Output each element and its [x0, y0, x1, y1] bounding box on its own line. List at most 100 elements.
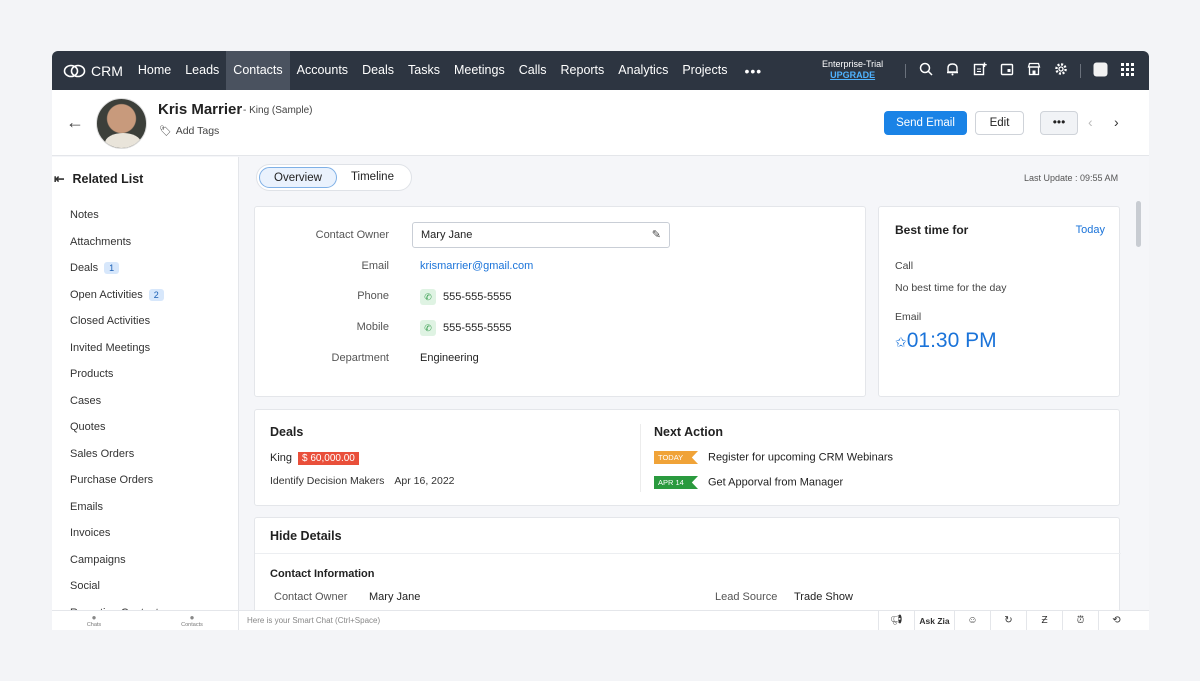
related-list-item-invited-meetings[interactable]: Invited Meetings — [70, 335, 164, 362]
next-action-item[interactable]: TODAY Register for upcoming CRM Webinars — [654, 451, 893, 464]
related-list-item-attachments[interactable]: Attachments — [70, 229, 164, 256]
add-note-icon[interactable] — [966, 62, 993, 79]
deal-row[interactable]: King $ 60,000.00 — [270, 452, 359, 465]
collapse-icon[interactable]: ⇤ — [54, 172, 65, 186]
related-list-item-social[interactable]: Social — [70, 573, 164, 600]
gear-icon[interactable] — [1047, 62, 1074, 79]
best-time-today-link[interactable]: Today — [1075, 224, 1105, 236]
related-list-item-emails[interactable]: Emails — [70, 494, 164, 521]
related-list-item-sales-orders[interactable]: Sales Orders — [70, 441, 164, 468]
smart-chat-input[interactable]: Here is your Smart Chat (Ctrl+Space) — [247, 616, 381, 625]
contact-owner-field[interactable]: Mary Jane ✎ — [412, 222, 670, 248]
nav-more-icon[interactable]: ••• — [744, 62, 763, 79]
today-tag: TODAY — [654, 451, 698, 464]
related-list-item-quotes[interactable]: Quotes — [70, 414, 164, 441]
megaphone-icon[interactable]: 📢︎ — [878, 611, 914, 630]
refresh-icon[interactable]: ↻ — [990, 611, 1026, 630]
related-list-item-invoices[interactable]: Invoices — [70, 520, 164, 547]
nav-projects[interactable]: Projects — [682, 63, 728, 77]
hide-details-toggle[interactable]: Hide Details — [270, 529, 342, 543]
related-list-item-closed-activities[interactable]: Closed Activities — [70, 308, 164, 335]
related-list-item-campaigns[interactable]: Campaigns — [70, 547, 164, 574]
chats-button[interactable]: ● Chats — [74, 613, 114, 628]
apps-grid-icon[interactable] — [1114, 62, 1141, 79]
related-list-item-open-activities[interactable]: Open Activities 2 — [70, 282, 164, 309]
contact-name: Kris Marrier — [158, 101, 243, 118]
phone-value[interactable]: ✆ 555-555-5555 — [420, 289, 512, 305]
calendar-icon[interactable] — [993, 62, 1020, 79]
trial-label: Enterprise-Trial — [822, 59, 884, 69]
lead-source-label: Lead Source — [715, 591, 778, 603]
search-icon[interactable] — [912, 62, 939, 79]
more-options-button[interactable]: ••• — [1040, 111, 1078, 135]
department-value: Engineering — [420, 352, 479, 364]
email-time-label: Email — [895, 311, 922, 323]
crm-logo[interactable]: CRM — [63, 63, 123, 79]
nav-tasks[interactable]: Tasks — [408, 63, 440, 77]
tab-timeline[interactable]: Timeline — [350, 171, 394, 183]
edit-button[interactable]: Edit — [975, 111, 1024, 135]
nav-meetings[interactable]: Meetings — [453, 63, 505, 77]
nav-accounts[interactable]: Accounts — [296, 63, 349, 77]
related-list: Notes Attachments Deals 1 Open Activities… — [70, 202, 164, 626]
nav-home[interactable]: Home — [137, 63, 172, 77]
store-icon[interactable] — [1020, 62, 1047, 79]
smile-icon[interactable]: ☺ — [954, 611, 990, 630]
view-tabs: Overview Timeline — [256, 164, 412, 191]
top-navigation: CRM Home Leads Contacts Accounts Deals T… — [52, 51, 1149, 90]
item-label: Deals — [70, 262, 99, 275]
count-badge: 1 — [104, 262, 120, 275]
previous-record-icon[interactable]: ‹ — [1088, 114, 1093, 130]
nav-deals[interactable]: Deals — [362, 63, 395, 77]
next-action-item[interactable]: APR 14 Get Apporval from Manager — [654, 476, 843, 489]
next-record-icon[interactable]: › — [1114, 114, 1119, 130]
alarm-icon[interactable]: ⏰︎ — [1062, 611, 1098, 630]
back-arrow-icon[interactable]: ← — [66, 112, 84, 132]
upgrade-link[interactable]: UPGRADE — [830, 70, 876, 80]
ask-zia-button[interactable]: Ask Zia — [914, 611, 954, 630]
item-label: Social — [70, 580, 100, 593]
related-list-item-notes[interactable]: Notes — [70, 202, 164, 229]
mobile-value[interactable]: ✆ 555-555-5555 — [420, 320, 512, 336]
phone-icon[interactable]: ✆ — [420, 320, 436, 336]
bell-icon[interactable] — [939, 62, 966, 79]
related-list-item-purchase-orders[interactable]: Purchase Orders — [70, 467, 164, 494]
nav-leads[interactable]: Leads — [185, 63, 220, 77]
last-update: Last Update : 09:55 AM — [1024, 173, 1119, 183]
profile-icon[interactable] — [1087, 62, 1114, 80]
pencil-icon[interactable]: ✎ — [651, 229, 661, 241]
nav-contacts[interactable]: Contacts — [226, 51, 290, 90]
related-list-header[interactable]: ⇤ Related List — [54, 171, 143, 186]
scrollbar[interactable] — [1136, 201, 1141, 247]
history-icon[interactable]: ⟲ — [1098, 611, 1134, 630]
related-list-item-cases[interactable]: Cases — [70, 388, 164, 415]
related-list-item-products[interactable]: Products — [70, 361, 164, 388]
email-link[interactable]: krismarrier@gmail.com — [420, 260, 534, 272]
tab-overview[interactable]: Overview — [259, 167, 337, 188]
add-tags[interactable]: 🏷 Add Tags — [159, 125, 219, 137]
contact-subtitle: - King (Sample) — [243, 105, 313, 116]
chat-icon: ● — [91, 613, 97, 622]
phone-label: Phone — [357, 290, 389, 302]
zia-icon[interactable]: Ƶ — [1026, 611, 1062, 630]
item-label: Quotes — [70, 421, 106, 434]
nav-analytics[interactable]: Analytics — [618, 63, 669, 77]
item-label: Invited Meetings — [70, 341, 151, 354]
contacts-button[interactable]: ● Contacts — [172, 613, 212, 628]
nav-calls[interactable]: Calls — [518, 63, 547, 77]
nav-reports[interactable]: Reports — [560, 63, 605, 77]
best-time-card: Best time for Today Call No best time fo… — [878, 206, 1120, 397]
divider — [905, 63, 906, 78]
next-action-text: Get Apporval from Manager — [708, 476, 844, 489]
related-list-item-deals[interactable]: Deals 1 — [70, 255, 164, 282]
item-label: Attachments — [70, 235, 132, 248]
owner-label: Contact Owner — [315, 229, 389, 241]
item-label: Products — [70, 368, 114, 381]
send-email-button[interactable]: Send Email — [884, 111, 967, 135]
phone-icon[interactable]: ✆ — [420, 289, 436, 305]
best-time-title: Best time for — [895, 223, 969, 237]
add-tags-label: Add Tags — [175, 125, 220, 137]
deal-date: Apr 16, 2022 — [394, 475, 455, 487]
deal-name: King — [270, 452, 293, 464]
count-badge: 2 — [148, 288, 164, 301]
